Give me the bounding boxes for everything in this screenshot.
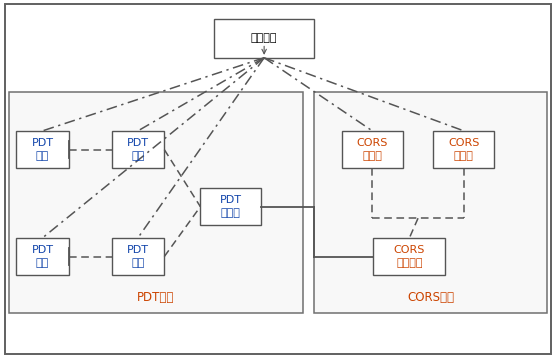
Bar [9, 92, 303, 313]
Bar [314, 92, 547, 313]
Text: PDT
基站: PDT 基站 [127, 139, 149, 161]
Text: CORS
参考站: CORS 参考站 [448, 139, 479, 161]
Text: PDT
终端: PDT 终端 [32, 245, 53, 268]
Text: CORS
参考站: CORS 参考站 [356, 139, 388, 161]
Text: PDT系统: PDT系统 [137, 291, 175, 304]
Text: PDT
基站: PDT 基站 [127, 245, 149, 268]
Text: 定位卫星: 定位卫星 [251, 34, 277, 43]
Bar [112, 131, 165, 168]
Bar [342, 131, 403, 168]
Bar [16, 238, 69, 275]
Text: CORS系统: CORS系统 [407, 291, 454, 304]
Text: PDT
核心网: PDT 核心网 [220, 195, 242, 218]
Bar [200, 188, 261, 225]
Bar [214, 19, 314, 58]
Bar [112, 238, 165, 275]
Text: CORS
数据中心: CORS 数据中心 [394, 245, 425, 268]
Text: PDT
终端: PDT 终端 [32, 139, 53, 161]
Bar [374, 238, 445, 275]
Bar [16, 131, 69, 168]
Bar [433, 131, 494, 168]
